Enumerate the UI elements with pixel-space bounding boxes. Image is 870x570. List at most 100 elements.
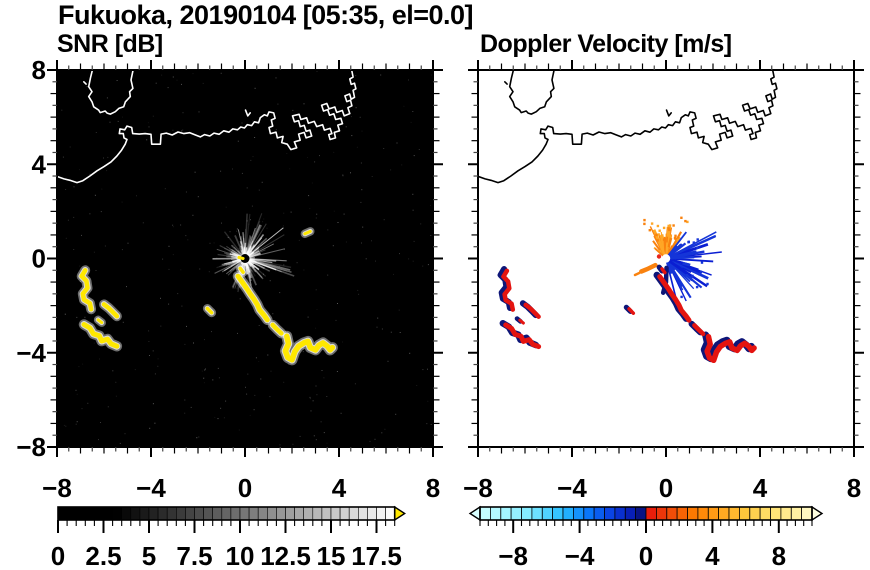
snr-colorbar-segment <box>303 506 314 521</box>
background-noise <box>309 398 311 400</box>
away-speckle <box>686 220 689 224</box>
background-noise <box>148 126 150 128</box>
background-noise <box>296 262 298 264</box>
background-noise <box>232 245 234 247</box>
background-noise <box>289 168 291 170</box>
background-noise <box>79 265 81 267</box>
background-noise <box>89 213 91 215</box>
background-noise <box>307 316 309 318</box>
doppler-colorbar-segment <box>666 506 678 521</box>
coastline-islet <box>83 81 87 85</box>
background-noise <box>136 195 137 197</box>
away-speckle <box>676 238 679 242</box>
background-noise <box>213 242 215 244</box>
background-noise <box>104 245 106 247</box>
doppler-colorbar-segment <box>541 506 554 521</box>
background-noise <box>396 142 398 144</box>
background-noise <box>332 245 334 247</box>
snr-plot-content <box>57 70 433 447</box>
background-noise <box>279 444 281 446</box>
snr-colorbar-segment <box>203 506 214 521</box>
background-noise <box>427 368 428 370</box>
y-tick-label: 4 <box>32 149 47 179</box>
clutter-spokes <box>234 235 245 256</box>
away-speckle <box>672 224 675 227</box>
background-noise <box>232 168 233 170</box>
background-noise <box>316 213 318 215</box>
coastline-island <box>508 70 555 115</box>
away-speckle <box>674 234 677 237</box>
background-noise <box>237 332 238 334</box>
background-noise <box>67 219 69 221</box>
background-noise <box>409 352 411 354</box>
velocity-away-fan <box>659 243 666 256</box>
background-noise <box>313 435 315 437</box>
background-noise <box>223 417 225 419</box>
toward-speckle <box>706 282 709 286</box>
away-streak-west <box>633 271 641 277</box>
doppler-colorbar-segment <box>790 506 803 521</box>
background-noise <box>374 438 376 440</box>
echo-arc-west-3 <box>96 318 104 325</box>
background-noise <box>73 216 75 218</box>
snr-colorbar-segment <box>66 506 77 521</box>
background-noise <box>76 421 78 423</box>
clutter-spokes <box>229 260 243 273</box>
background-noise <box>351 135 353 137</box>
doppler-colorbar-segment <box>479 506 491 521</box>
background-noise <box>261 241 262 243</box>
figure-title: Fukuoka, 20190104 [05:35, el=0.0] <box>58 0 474 30</box>
background-noise <box>152 115 154 117</box>
background-noise <box>227 237 229 238</box>
background-noise <box>263 273 264 275</box>
background-noise <box>204 369 206 371</box>
background-noise <box>302 351 304 353</box>
doppler-plot-content <box>478 70 778 364</box>
away-speckle <box>669 235 672 238</box>
background-noise <box>319 155 320 157</box>
background-noise <box>315 289 317 291</box>
echo-arc-west-4 <box>81 322 120 349</box>
background-noise <box>75 423 77 425</box>
background-noise <box>229 231 231 233</box>
background-noise <box>401 164 403 166</box>
background-noise <box>198 111 200 113</box>
background-noise <box>122 116 123 118</box>
doppler-colorbar-label: −8 <box>498 541 528 570</box>
background-noise <box>65 237 67 239</box>
background-noise <box>176 79 178 81</box>
clutter-spokes <box>225 260 243 275</box>
velocity-toward-fan <box>669 257 714 263</box>
coastline-mainland <box>57 70 357 184</box>
background-noise <box>192 73 194 75</box>
snr-colorbar-segment <box>276 506 286 521</box>
background-noise <box>87 402 89 404</box>
background-noise <box>315 385 317 387</box>
background-noise <box>236 230 238 232</box>
background-noise <box>350 172 351 174</box>
doppler-colorbar-segment <box>718 506 730 521</box>
background-noise <box>134 369 136 371</box>
background-noise <box>122 321 124 323</box>
clutter-spokes <box>230 244 243 257</box>
snr-colorbar-segment <box>248 506 259 521</box>
echo-arc-west-3 <box>518 318 525 325</box>
snr-colorbar-segment <box>139 506 150 521</box>
background-noise <box>323 432 325 434</box>
background-noise <box>278 266 280 268</box>
background-noise <box>154 373 156 375</box>
background-noise <box>116 80 118 81</box>
snr-x-tick-label: 8 <box>426 473 440 503</box>
background-noise <box>399 253 400 255</box>
background-noise <box>390 331 392 333</box>
echo-arc-center-streak-2 <box>270 322 284 336</box>
echo-arcs <box>76 227 338 366</box>
background-noise <box>315 327 317 329</box>
background-noise <box>345 241 347 243</box>
background-noise <box>283 212 285 214</box>
snr-x-tick-label: 0 <box>238 473 252 503</box>
background-noise <box>93 342 95 344</box>
background-noise <box>81 408 83 410</box>
echo-arcs <box>497 264 757 364</box>
